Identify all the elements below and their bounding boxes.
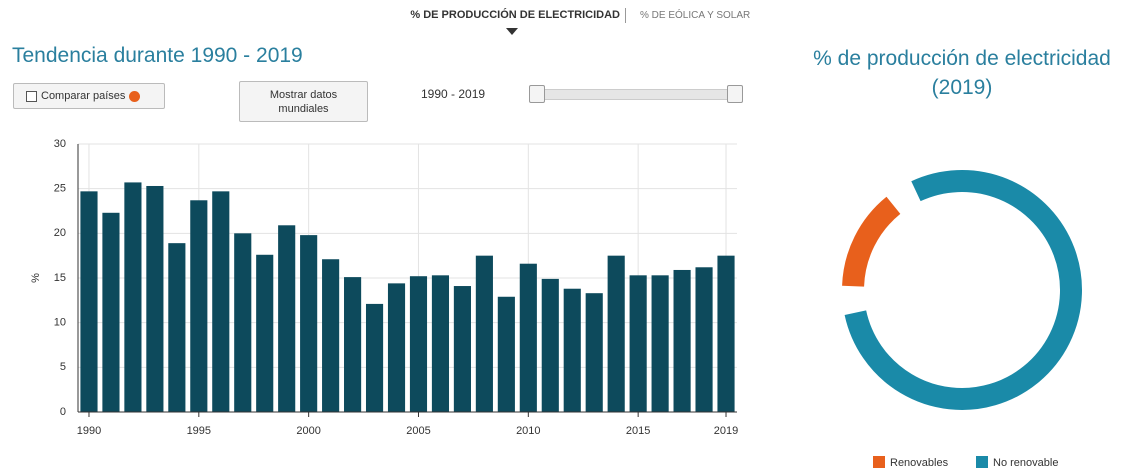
- slider-handle[interactable]: [529, 85, 545, 103]
- bar: [80, 191, 98, 412]
- tab-indicator: [506, 28, 518, 35]
- bar-chart: % 0 5 10 15 20 25 30 1990 1995 2000 2005 2010 2015 20…: [30, 138, 738, 437]
- bar: [541, 278, 559, 412]
- y-tick-label: 5: [60, 361, 66, 373]
- bar: [234, 233, 252, 412]
- bar: [102, 212, 120, 412]
- y-tick-label: 10: [54, 317, 66, 329]
- bar: [585, 293, 603, 412]
- y-tick-label: 30: [54, 138, 66, 150]
- compare-button[interactable]: Comparar países: [13, 83, 165, 109]
- bar: [453, 286, 471, 412]
- bar: [497, 296, 515, 412]
- range-label: 1990 - 2019: [421, 87, 486, 101]
- bar-title: Tendencia durante 1990 - 2019: [12, 44, 303, 67]
- slider-handle[interactable]: [727, 85, 743, 103]
- y-tick-label: 0: [60, 406, 66, 418]
- x-tick-label: 2005: [406, 425, 430, 437]
- bar: [365, 303, 384, 412]
- y-tick-label: 15: [54, 272, 66, 284]
- bar: [344, 277, 362, 412]
- bar: [695, 267, 713, 412]
- info-icon[interactable]: [129, 90, 141, 102]
- legend-label: Renovables: [890, 457, 949, 469]
- x-tick-label: 2010: [516, 425, 540, 437]
- bar: [629, 275, 647, 412]
- donut-segment: [842, 196, 901, 287]
- y-tick-label: 20: [54, 227, 66, 239]
- donut-chart: Renovables No renovable: [842, 170, 1082, 469]
- compare-label: Comparar países: [41, 90, 126, 102]
- bar: [146, 185, 164, 412]
- y-tick-label: 25: [54, 183, 66, 195]
- y-axis-label: %: [30, 273, 42, 283]
- x-tick-label: 2015: [626, 425, 650, 437]
- checkbox[interactable]: [26, 90, 37, 102]
- bar: [256, 254, 274, 412]
- x-tick-label: 1995: [187, 425, 211, 437]
- bar: [322, 259, 340, 412]
- donut-segment: [844, 170, 1082, 410]
- bar: [387, 283, 406, 412]
- donut-title: % de producción de electricidad (2019): [813, 47, 1111, 99]
- bar: [607, 255, 625, 412]
- world-button[interactable]: Mostrar datos mundiales: [239, 81, 368, 122]
- bar: [431, 275, 450, 412]
- bar: [409, 276, 428, 412]
- bar: [168, 243, 186, 412]
- legend-label: No renovable: [993, 457, 1058, 469]
- bar: [212, 191, 230, 412]
- tab[interactable]: % DE EÓLICA Y SOLAR: [640, 10, 751, 21]
- slider-track: [535, 89, 737, 100]
- bar: [190, 200, 208, 412]
- x-tick-label: 1990: [77, 425, 101, 437]
- bar: [278, 225, 296, 412]
- bar: [475, 255, 493, 412]
- x-tick-label: 2000: [296, 425, 320, 437]
- legend-swatch: [873, 456, 885, 468]
- bar: [673, 269, 691, 412]
- bar: [519, 263, 537, 412]
- bar: [563, 288, 581, 412]
- bar: [300, 235, 318, 412]
- bar: [651, 275, 669, 412]
- tab-separator: [625, 8, 626, 23]
- bar: [717, 255, 735, 412]
- x-tick-label: 2019: [714, 425, 738, 437]
- bar: [124, 182, 142, 412]
- legend-swatch: [976, 456, 988, 468]
- tab-active[interactable]: % DE PRODUCCIÓN DE ELECTRICIDAD: [410, 9, 620, 21]
